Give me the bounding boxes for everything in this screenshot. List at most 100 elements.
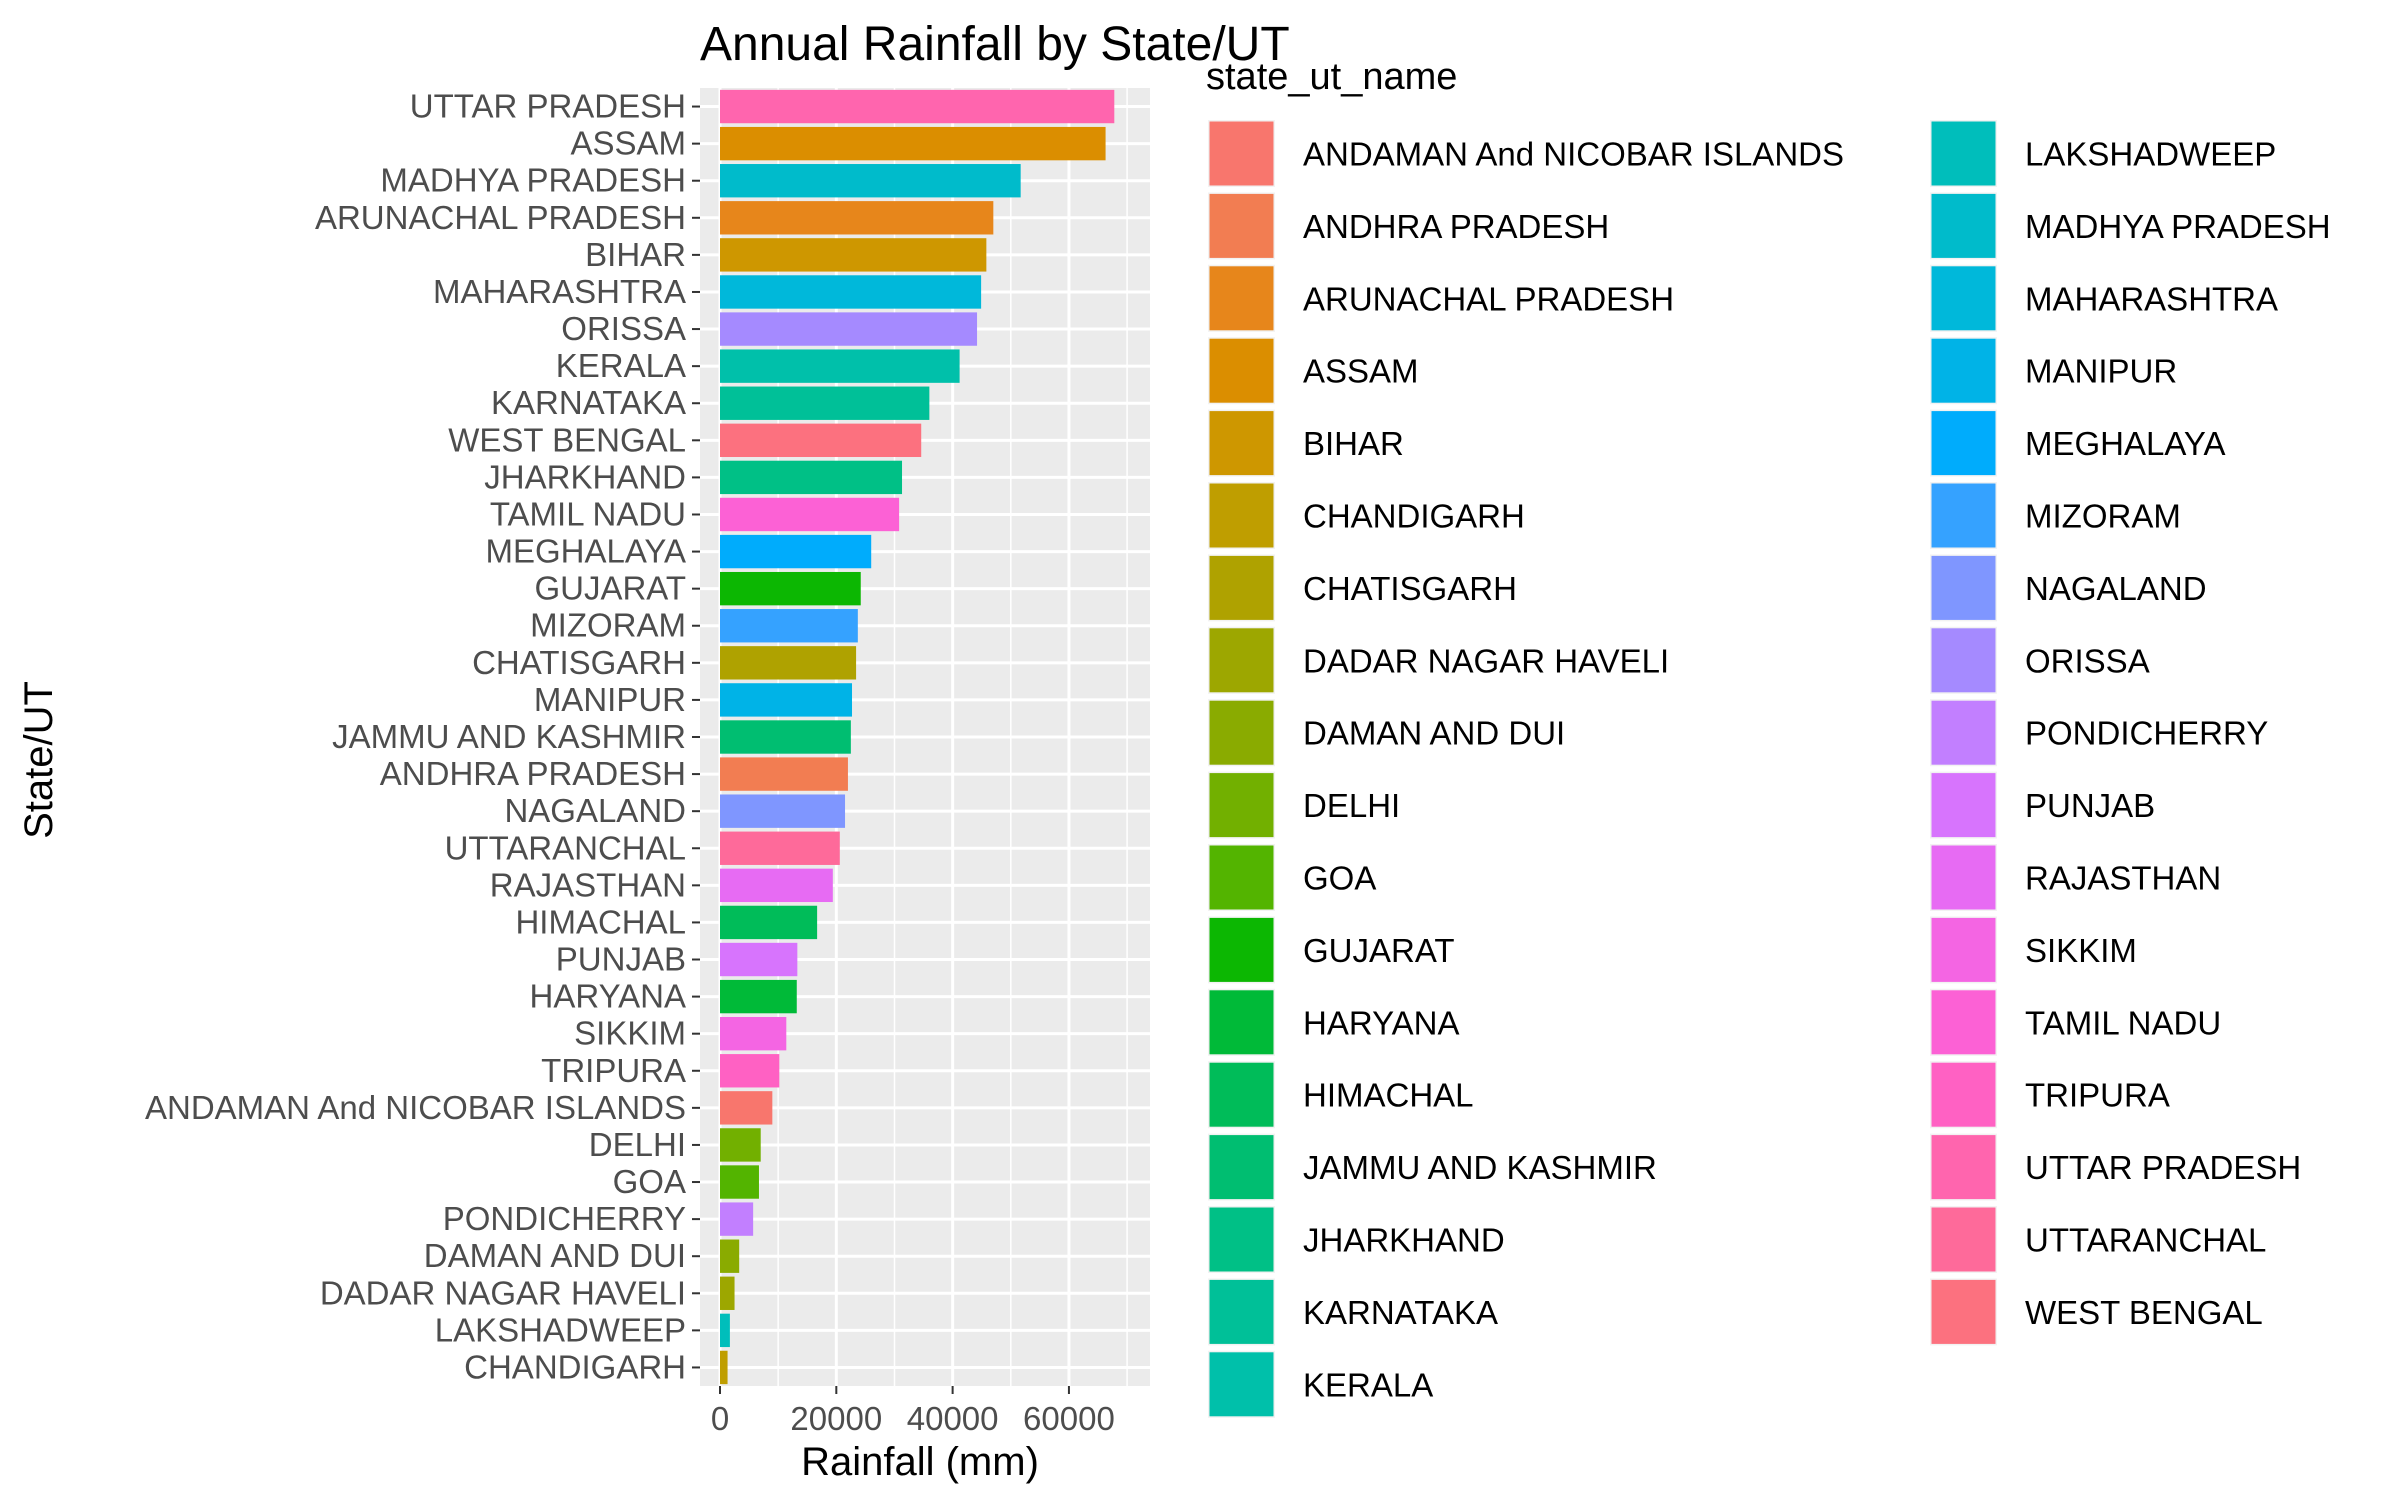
legend-swatch	[1931, 700, 1996, 765]
y-tick-label: CHATISGARH	[472, 644, 686, 681]
y-tick-label: MADHYA PRADESH	[380, 162, 686, 199]
y-tick-label: RAJASTHAN	[490, 866, 686, 903]
legend-swatch	[1931, 917, 1996, 982]
legend-label: CHANDIGARH	[1303, 498, 1525, 535]
legend-label: MAHARASHTRA	[2025, 280, 2278, 317]
legend-swatch	[1209, 411, 1274, 476]
legend: ANDAMAN And NICOBAR ISLANDS ANDHRA PRADES…	[1208, 120, 2331, 1418]
legend-label: KARNATAKA	[1303, 1294, 1498, 1331]
legend-swatch	[1209, 193, 1274, 258]
y-tick-label: GUJARAT	[534, 570, 686, 607]
bar-rajasthan	[720, 868, 833, 903]
y-tick-label: DADAR NAGAR HAVELI	[320, 1274, 686, 1311]
legend-swatch	[1209, 1062, 1274, 1127]
legend-swatch	[1931, 1062, 1996, 1127]
legend-swatch	[1931, 628, 1996, 693]
legend-label: GUJARAT	[1303, 932, 1455, 969]
y-tick-label: HIMACHAL	[515, 903, 686, 940]
legend-swatch	[1209, 628, 1274, 693]
y-tick-label: UTTARANCHAL	[445, 829, 686, 866]
bar-punjab	[720, 942, 798, 977]
y-tick-label: LAKSHADWEEP	[435, 1311, 686, 1348]
bar-chatisgarh	[720, 646, 857, 680]
legend-label: PONDICHERRY	[2025, 715, 2268, 752]
legend-label: DAMAN AND DUI	[1303, 715, 1565, 752]
y-tick-label: MANIPUR	[534, 681, 686, 718]
bar-madhya-pradesh	[720, 164, 1021, 198]
legend-label: LAKSHADWEEP	[2025, 136, 2276, 173]
y-tick-label: ORISSA	[561, 310, 686, 347]
legend-label: DADAR NAGAR HAVELI	[1303, 642, 1669, 679]
bar-tripura	[720, 1054, 780, 1088]
bar-jharkhand	[720, 460, 903, 495]
legend-swatch	[1209, 338, 1274, 403]
y-tick-label: WEST BENGAL	[448, 421, 686, 458]
legend-swatch	[1209, 700, 1274, 765]
y-tick-label: HARYANA	[530, 978, 687, 1015]
legend-label: UTTARANCHAL	[2025, 1222, 2266, 1259]
legend-label: NAGALAND	[2025, 570, 2207, 607]
legend-label: MADHYA PRADESH	[2025, 208, 2331, 245]
legend-label: ARUNACHAL PRADESH	[1303, 280, 1674, 317]
bar-lakshadweep	[720, 1313, 730, 1348]
legend-swatch	[1209, 555, 1274, 620]
legend-label: TRIPURA	[2025, 1077, 2170, 1114]
y-tick-label: NAGALAND	[504, 792, 686, 829]
bar-gujarat	[720, 571, 861, 606]
x-tick-label: 40000	[907, 1400, 999, 1437]
legend-label: HARYANA	[1303, 1004, 1460, 1041]
y-tick-label: SIKKIM	[574, 1015, 686, 1052]
legend-swatch	[1209, 1352, 1274, 1417]
bar-kerala	[720, 349, 960, 383]
legend-label: ASSAM	[1303, 353, 1419, 390]
bar-chandigarh	[720, 1350, 728, 1385]
legend-label: SIKKIM	[2025, 932, 2137, 969]
x-axis: 0 20000 40000 60000	[711, 1386, 1115, 1437]
legend-label: MANIPUR	[2025, 353, 2177, 390]
y-tick-label: MEGHALAYA	[486, 533, 687, 570]
y-tick-label: MIZORAM	[530, 607, 686, 644]
bar-dadar-nagar-haveli	[720, 1276, 735, 1310]
plot-panel	[700, 88, 1150, 1386]
legend-swatch	[1931, 193, 1996, 258]
y-tick-label: ARUNACHAL PRADESH	[315, 199, 686, 236]
legend-label: CHATISGARH	[1303, 570, 1517, 607]
y-tick-label: MAHARASHTRA	[433, 273, 686, 310]
bar-assam	[720, 126, 1106, 161]
bar-andaman-and-nicobar-islands	[720, 1091, 773, 1125]
legend-swatch	[1209, 990, 1274, 1055]
legend-label: MIZORAM	[2025, 498, 2181, 535]
legend-label: HIMACHAL	[1303, 1077, 1474, 1114]
y-tick-label: TRIPURA	[541, 1052, 686, 1089]
y-tick-label: BIHAR	[585, 236, 686, 273]
bar-bihar	[720, 238, 987, 272]
y-tick-label: PONDICHERRY	[443, 1200, 686, 1237]
legend-swatch	[1931, 266, 1996, 331]
y-tick-label: DELHI	[589, 1126, 686, 1163]
legend-swatch	[1931, 483, 1996, 548]
legend-swatch	[1931, 555, 1996, 620]
chart-title: Annual Rainfall by State/UT	[700, 18, 1290, 71]
legend-swatch	[1931, 338, 1996, 403]
legend-swatch	[1209, 121, 1274, 186]
legend-swatch	[1209, 845, 1274, 910]
legend-swatch	[1209, 1135, 1274, 1200]
bar-nagaland	[720, 794, 846, 828]
bar-jammu-and-kashmir	[720, 720, 851, 754]
legend-label: WEST BENGAL	[2025, 1294, 2263, 1331]
bar-andhra-pradesh	[720, 757, 848, 791]
legend-label: ANDHRA PRADESH	[1303, 208, 1609, 245]
legend-label: ANDAMAN And NICOBAR ISLANDS	[1303, 136, 1844, 173]
legend-swatch	[1209, 1279, 1274, 1344]
legend-swatch	[1209, 483, 1274, 548]
legend-swatch	[1931, 1279, 1996, 1344]
legend-swatch	[1931, 845, 1996, 910]
y-tick-label: CHANDIGARH	[464, 1348, 686, 1385]
legend-swatch	[1209, 773, 1274, 838]
legend-label: RAJASTHAN	[2025, 860, 2221, 897]
legend-swatch	[1931, 990, 1996, 1055]
legend-swatch	[1209, 917, 1274, 982]
legend-swatch	[1931, 411, 1996, 476]
